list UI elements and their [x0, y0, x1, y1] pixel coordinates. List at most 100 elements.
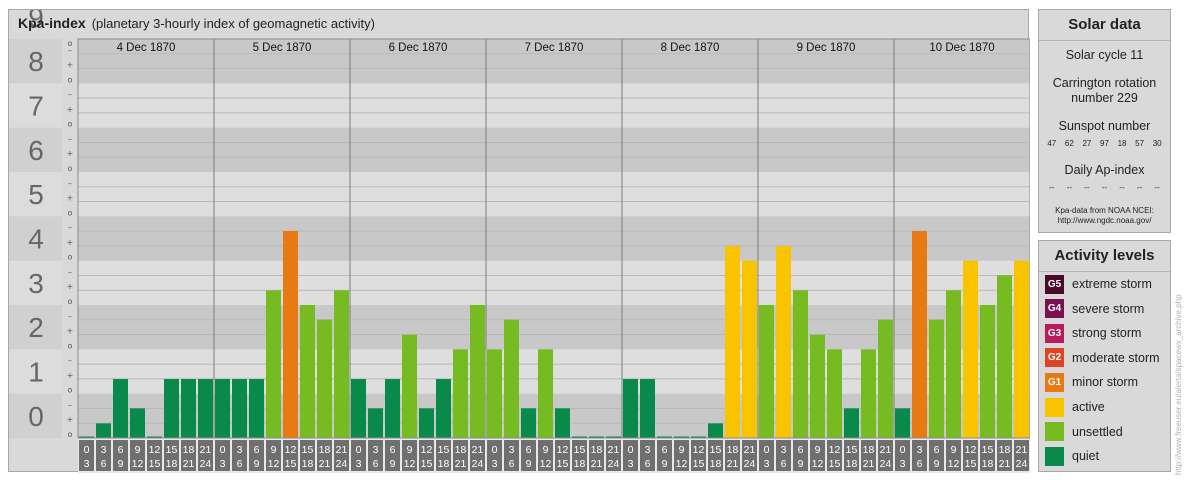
- interval-cell: [368, 440, 383, 471]
- interval-cell: [470, 440, 485, 471]
- kp-bar: [283, 230, 298, 438]
- interval-cell: [844, 440, 859, 471]
- minor-tick-label: +: [67, 415, 74, 424]
- kp-bar: [198, 379, 213, 438]
- interval-cell: [1014, 440, 1029, 471]
- y-tick-label: 5: [28, 179, 44, 210]
- interval-end-label: 21: [727, 458, 739, 470]
- interval-cell: [266, 440, 281, 471]
- interval-end-label: 12: [540, 458, 552, 470]
- interval-start-label: 6: [390, 444, 396, 456]
- kp-bar: [521, 408, 536, 438]
- ap-value: --: [1084, 183, 1090, 192]
- minor-tick-label: –: [68, 400, 72, 409]
- legend-item: active: [1045, 397, 1105, 417]
- kp-bar: [946, 290, 961, 438]
- interval-cell: [283, 440, 298, 471]
- interval-start-label: 12: [149, 444, 161, 456]
- kp-bar: [691, 436, 706, 438]
- interval-start-label: 21: [200, 444, 212, 456]
- kp-bar: [351, 379, 366, 438]
- interval-start-label: 12: [965, 444, 977, 456]
- kp-bar: [249, 379, 264, 438]
- interval-cell: [164, 440, 179, 471]
- interval-cell: [759, 440, 774, 471]
- interval-cell: [113, 440, 128, 471]
- interval-cell: [249, 440, 264, 471]
- minor-tick-label: +: [67, 61, 74, 70]
- interval-start-label: 15: [166, 444, 178, 456]
- kp-bar: [164, 379, 179, 438]
- kp-bar: [742, 260, 757, 438]
- interval-end-label: 24: [880, 458, 892, 470]
- kp-bar: [759, 305, 774, 438]
- kp-bar: [793, 290, 808, 438]
- minor-tick-label: +: [67, 105, 74, 114]
- interval-start-label: 0: [356, 444, 362, 456]
- interval-end-label: 9: [390, 458, 396, 470]
- sunspot-label: Sunspot number: [1058, 119, 1151, 133]
- interval-end-label: 18: [166, 458, 178, 470]
- interval-end-label: 24: [472, 458, 484, 470]
- y-tick-label: 2: [28, 312, 44, 343]
- interval-cell: [385, 440, 400, 471]
- ap-value: --: [1136, 183, 1143, 192]
- legend-swatch: G2: [1045, 348, 1064, 368]
- minor-tick-label: –: [68, 356, 72, 365]
- interval-end-label: 18: [710, 458, 722, 470]
- interval-end-label: 18: [982, 458, 994, 470]
- kp-bar: [487, 349, 502, 438]
- interval-cell: [402, 440, 417, 471]
- interval-start-label: 3: [509, 444, 515, 456]
- band-4: [78, 216, 1030, 261]
- legend-swatch: [1045, 422, 1064, 442]
- interval-cell: [963, 440, 978, 471]
- interval-end-label: 24: [744, 458, 756, 470]
- kp-bar: [453, 349, 468, 438]
- interval-cell: [861, 440, 876, 471]
- interval-start-label: 18: [727, 444, 739, 456]
- interval-end-label: 6: [781, 458, 787, 470]
- interval-cell: [130, 440, 145, 471]
- kp-bar: [674, 436, 689, 438]
- interval-start-label: 15: [438, 444, 450, 456]
- interval-end-label: 21: [319, 458, 331, 470]
- minor-tick-label: o: [68, 120, 73, 129]
- interval-end-label: 15: [421, 458, 433, 470]
- interval-start-label: 21: [472, 444, 484, 456]
- legend-label: moderate storm: [1072, 350, 1160, 365]
- interval-cell: [946, 440, 961, 471]
- minor-tick-label: +: [67, 327, 74, 336]
- interval-end-label: 12: [948, 458, 960, 470]
- y-tick-label: 4: [28, 224, 44, 255]
- interval-end-label: 24: [336, 458, 348, 470]
- minor-tick-label: o: [68, 164, 73, 173]
- band-3: [78, 260, 1030, 305]
- y-tick-label: 7: [28, 91, 44, 122]
- interval-start-label: 18: [183, 444, 195, 456]
- interval-end-label: 15: [149, 458, 161, 470]
- kp-bar: [96, 423, 111, 438]
- y-tick-label: 9: [28, 10, 44, 33]
- sunspot-value: 57: [1135, 139, 1145, 148]
- y-label-band-3: [9, 260, 62, 305]
- minor-tick-label: o: [68, 386, 73, 395]
- interval-end-label: 3: [900, 458, 906, 470]
- interval-cell: [487, 440, 502, 471]
- minor-tick-label: –: [68, 267, 72, 276]
- interval-end-label: 18: [438, 458, 450, 470]
- interval-end-label: 15: [285, 458, 297, 470]
- interval-end-label: 3: [628, 458, 634, 470]
- minor-tick-label: –: [68, 179, 72, 188]
- interval-cell: [725, 440, 740, 471]
- interval-cell: [623, 440, 638, 471]
- interval-end-label: 6: [237, 458, 243, 470]
- interval-cell: [147, 440, 162, 471]
- interval-end-label: 9: [118, 458, 124, 470]
- interval-end-label: 15: [693, 458, 705, 470]
- interval-start-label: 15: [302, 444, 314, 456]
- interval-cell: [691, 440, 706, 471]
- interval-end-label: 21: [183, 458, 195, 470]
- kpa-chart-panel: 0 1 2 3 4 5 6 7 8 9 o + – o + – o + – o + – o + – o + – o + – o + – o + – o 4 …: [8, 9, 1030, 473]
- interval-cell: [79, 440, 94, 471]
